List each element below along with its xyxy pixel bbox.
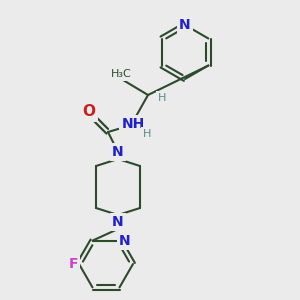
Text: NH: NH (122, 117, 145, 131)
Text: N: N (179, 18, 191, 32)
Text: H: H (143, 129, 151, 139)
Text: H: H (158, 93, 166, 103)
Text: F: F (68, 257, 78, 271)
Text: O: O (82, 104, 95, 119)
Text: N: N (112, 215, 124, 229)
Text: N: N (119, 234, 130, 248)
Text: N: N (112, 145, 124, 159)
Text: H₃C: H₃C (111, 69, 131, 79)
